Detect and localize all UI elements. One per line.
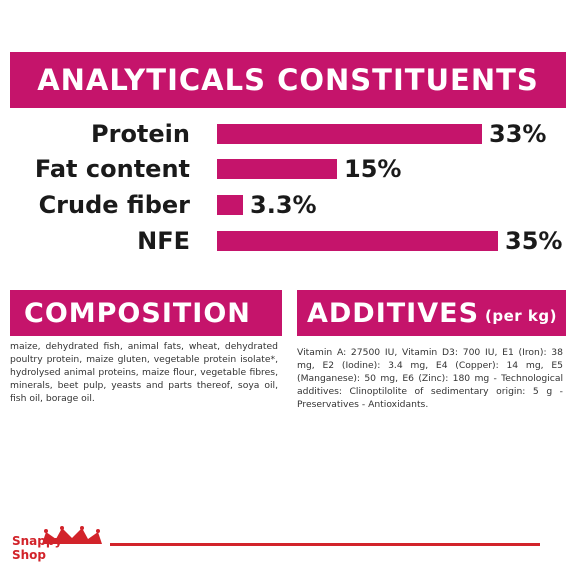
brand-name: Snappy Shop [12, 534, 62, 562]
analytics-row-fat-content: Fat content 15% [0, 153, 576, 185]
row-value: 15% [344, 155, 402, 183]
additives-subtitle: (per kg) [485, 307, 557, 325]
row-label: Protein [91, 120, 190, 148]
crown-icon [42, 526, 102, 544]
analytics-banner: ANALYTICALS CONSTITUENTS [10, 52, 566, 108]
snappy-shop-logo: Snappy Shop [8, 526, 118, 572]
composition-banner: COMPOSITION [10, 290, 282, 336]
row-bar [217, 231, 498, 251]
row-value: 35% [505, 227, 563, 255]
row-bar [217, 124, 482, 144]
footer-line [110, 543, 540, 546]
composition-title: COMPOSITION [24, 297, 251, 329]
row-value: 33% [489, 120, 547, 148]
analytics-row-protein: Protein 33% [0, 118, 576, 150]
row-bar [217, 159, 337, 179]
row-value: 3.3% [250, 191, 317, 219]
additives-banner: ADDITIVES (per kg) [297, 290, 566, 336]
composition-text: maize, dehydrated fish, animal fats, whe… [10, 341, 278, 404]
brand-line-1: Snappy [12, 534, 63, 548]
additives-title: ADDITIVES [307, 297, 480, 329]
analytics-row-nfe: NFE 35% [0, 225, 576, 257]
brand-line-2: Shop [12, 548, 47, 562]
row-label: NFE [137, 227, 190, 255]
row-label: Crude fiber [38, 191, 190, 219]
row-label: Fat content [34, 155, 190, 183]
row-bar [217, 195, 243, 215]
analytics-row-crude-fiber: Crude fiber 3.3% [0, 189, 576, 221]
additives-text: Vitamin A: 27500 IU, Vitamin D3: 700 IU,… [297, 347, 563, 410]
analytics-title: ANALYTICALS CONSTITUENTS [37, 63, 539, 97]
